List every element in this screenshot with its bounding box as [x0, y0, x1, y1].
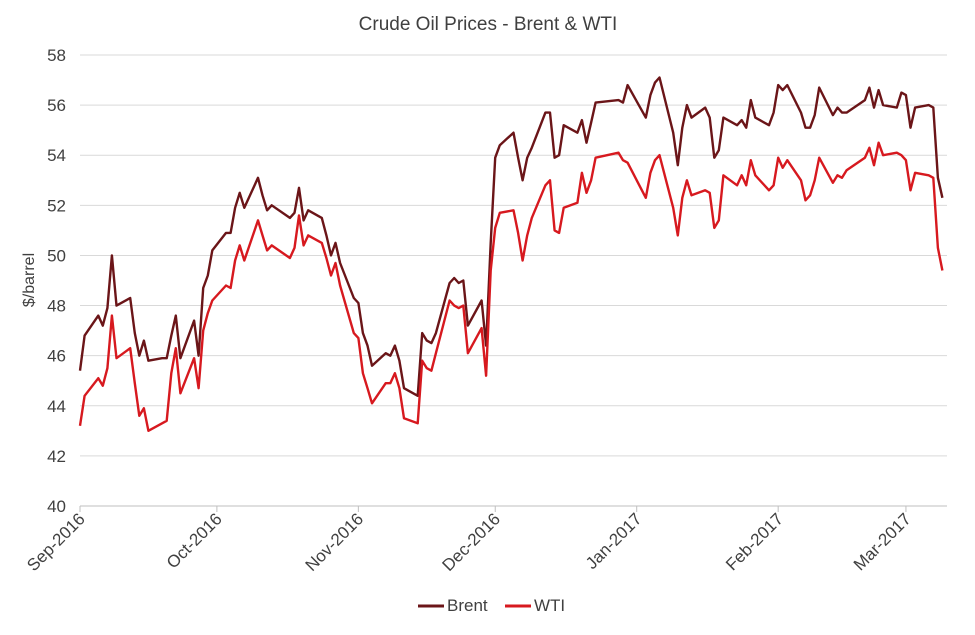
- series-lines: [78, 76, 944, 432]
- gridlines: [80, 54, 947, 457]
- y-tick-label: 44: [47, 397, 66, 416]
- series-line-wti: [78, 141, 944, 432]
- y-tick-label: 46: [47, 347, 66, 366]
- x-tick-label: Feb-2017: [722, 509, 787, 574]
- y-tick-label: 42: [47, 447, 66, 466]
- legend-label-brent: Brent: [447, 596, 488, 615]
- y-tick-label: 50: [47, 246, 66, 265]
- y-tick-label: 56: [47, 96, 66, 115]
- y-tick-label: 54: [47, 146, 66, 165]
- y-axis-label: $/barrel: [21, 253, 38, 307]
- x-tick-label: Jan-2017: [582, 509, 646, 573]
- y-tick-label: 58: [47, 46, 66, 65]
- x-tick-label: Oct-2016: [163, 509, 226, 572]
- x-tick-label: Dec-2016: [439, 509, 505, 575]
- legend-label-wti: WTI: [534, 596, 565, 615]
- x-tick-label: Nov-2016: [302, 509, 368, 575]
- legend: Brent WTI: [418, 596, 565, 615]
- x-tick-label: Mar-2017: [850, 509, 915, 574]
- x-axis: Sep-2016 Oct-2016 Nov-2016 Dec-2016 Jan-2017…: [23, 505, 947, 575]
- x-tick-label: Sep-2016: [23, 509, 89, 575]
- y-tick-label: 48: [47, 297, 66, 316]
- chart-title: Crude Oil Prices - Brent & WTI: [359, 14, 618, 35]
- y-tick-label: 52: [47, 196, 66, 215]
- y-axis: 40 42 44 46 48 50 52 54 56 58: [47, 46, 66, 516]
- series-line-brent: [78, 76, 944, 397]
- y-tick-label: 40: [47, 497, 66, 516]
